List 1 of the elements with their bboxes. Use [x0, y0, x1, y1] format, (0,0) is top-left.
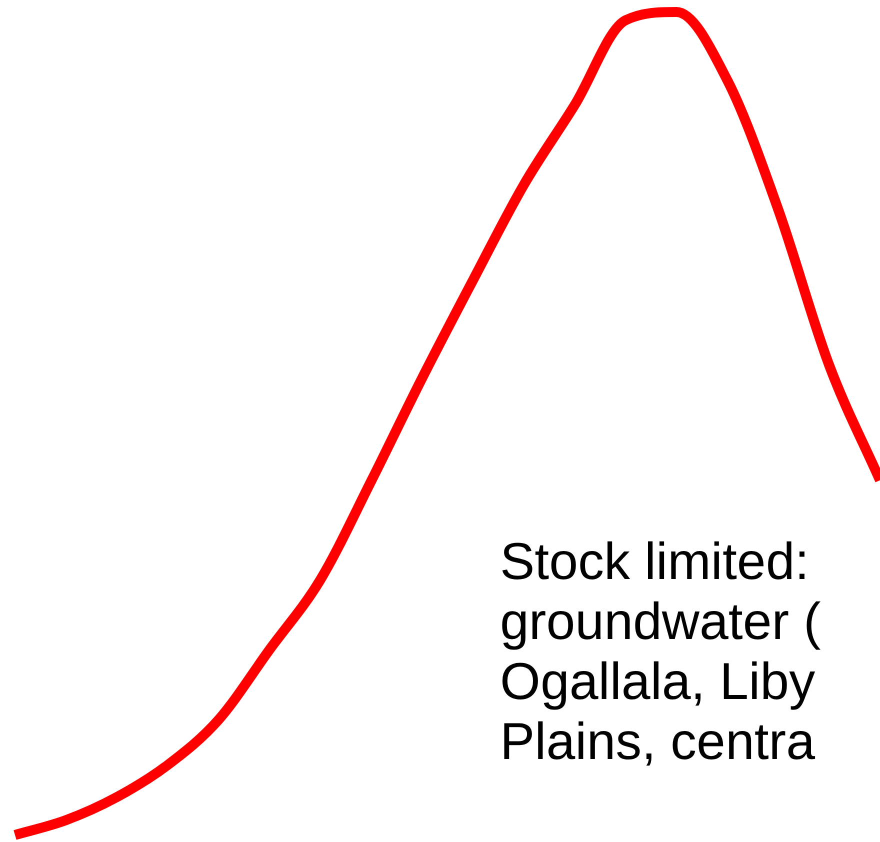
annotation: Stock limited: groundwater ( Ogallala, Liby Plains, centra — [500, 532, 821, 772]
